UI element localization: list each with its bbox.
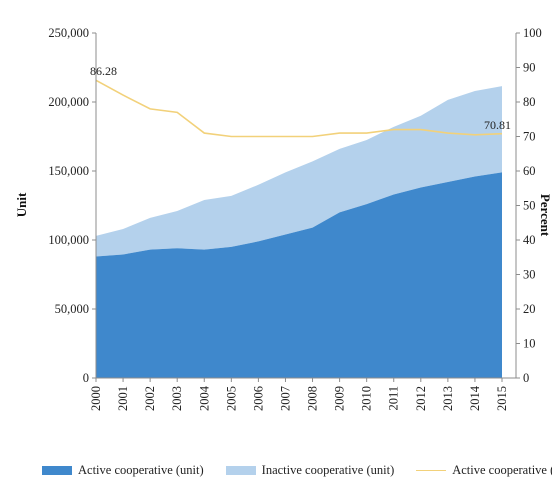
y-axis-title: Unit	[14, 192, 29, 217]
y2-tick-label: 10	[523, 337, 536, 351]
y2-tick-label: 70	[523, 130, 536, 144]
legend-swatch-active-unit	[42, 465, 72, 475]
y2-tick-label: 80	[523, 95, 536, 109]
y2-tick-label: 0	[523, 371, 529, 385]
x-tick-label: 2015	[495, 386, 509, 411]
line-layer	[95, 79, 503, 138]
y2-tick-label: 90	[523, 61, 536, 75]
legend-item-active-percent: Active cooperative (%)	[416, 463, 552, 478]
y-tick-label: 100,000	[48, 233, 89, 247]
y2-tick-label: 40	[523, 233, 536, 247]
legend-label-active-percent: Active cooperative (%)	[452, 462, 552, 477]
x-tick-label: 2008	[306, 386, 320, 411]
legend-label-inactive-unit: Inactive cooperative (unit)	[261, 462, 395, 477]
x-tick-label: 2009	[333, 386, 347, 411]
x-tick-label: 2012	[414, 386, 428, 411]
y2-axis-title: Percent	[538, 194, 552, 237]
axes-layer: 0 50,000 100,000 150,000 200,000 250,000 0 10 20…	[48, 26, 541, 411]
y-tick-label: 50,000	[55, 302, 89, 316]
area-inactive-cooperative	[96, 86, 502, 257]
x-tick-label: 2013	[441, 386, 455, 411]
y2-tick-label: 30	[523, 268, 536, 282]
legend-item-inactive-unit: Inactive cooperative (unit)	[225, 462, 395, 478]
data-label-first: 86.28	[90, 64, 117, 78]
y-tick-label: 250,000	[48, 26, 89, 40]
x-tick-label: 2003	[170, 386, 184, 411]
x-tick-label: 2001	[116, 386, 130, 411]
x-tick-label: 2011	[387, 386, 401, 411]
y2-tick-label: 60	[523, 164, 536, 178]
x-tick-label: 2010	[360, 386, 374, 411]
legend-swatch-active-percent	[416, 469, 447, 471]
y2-tick-label: 50	[523, 199, 536, 213]
legend: Active cooperative (unit) Inactive coope…	[42, 458, 552, 482]
areas-layer	[96, 86, 502, 378]
line-active-cooperative-percent	[95, 79, 503, 138]
x-tick-label: 2005	[224, 386, 238, 411]
x-tick-label: 2006	[251, 386, 265, 411]
data-label-last: 70.81	[484, 118, 511, 132]
x-tick-label: 2000	[89, 386, 103, 411]
y2-tick-label: 100	[523, 26, 542, 40]
y2-tick-label: 20	[523, 302, 536, 316]
y-tick-label: 150,000	[48, 164, 89, 178]
area-active-cooperative	[96, 172, 502, 378]
x-tick-label: 2004	[197, 385, 211, 411]
legend-label-active-unit: Active cooperative (unit)	[78, 462, 204, 477]
x-tick-label: 2007	[278, 386, 292, 411]
x-tick-label: 2014	[468, 385, 482, 411]
x-tick-label: 2002	[143, 386, 157, 411]
legend-swatch-inactive-unit	[225, 465, 256, 475]
chart: 0 50,000 100,000 150,000 200,000 250,000 0 10 20…	[14, 26, 552, 411]
y-tick-label: 200,000	[48, 95, 89, 109]
y-tick-label: 0	[83, 371, 89, 385]
legend-item-active-unit: Active cooperative (unit)	[42, 463, 204, 478]
